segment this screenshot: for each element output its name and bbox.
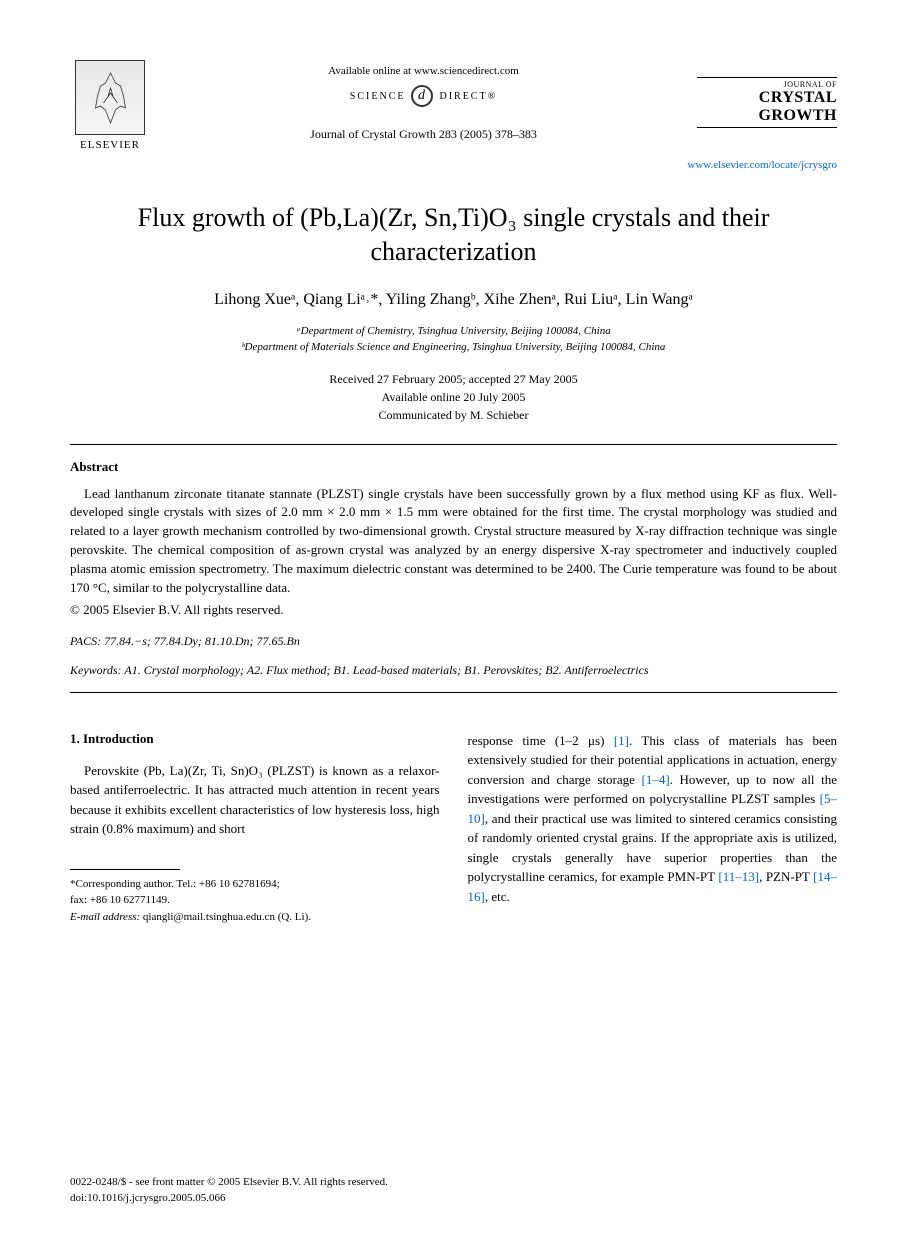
front-matter-line: 0022-0248/$ - see front matter © 2005 El…: [70, 1175, 388, 1190]
sd-left: SCIENCE: [350, 91, 406, 102]
text-chunk: , etc.: [485, 889, 510, 904]
intro-paragraph-left: Perovskite (Pb, La)(Zr, Ti, Sn)O₃ (PLZST…: [70, 761, 440, 839]
right-column: response time (1–2 μs) [1]. This class o…: [468, 731, 838, 926]
text-chunk: , PZN-PT: [759, 869, 813, 884]
ref-link-1[interactable]: [1]: [614, 733, 629, 748]
keywords-line: Keywords: A1. Crystal morphology; A2. Fl…: [70, 663, 837, 678]
elsevier-label: ELSEVIER: [80, 139, 140, 151]
pacs-values: 77.84.−s; 77.84.Dy; 81.10.Dn; 77.65.Bn: [104, 634, 300, 648]
keywords-values: A1. Crystal morphology; A2. Flux method;…: [124, 663, 648, 677]
footnote-divider: [70, 869, 180, 870]
date-communicated: Communicated by M. Schieber: [70, 406, 837, 424]
header-center: Available online at www.sciencedirect.co…: [150, 60, 697, 142]
footnote-email-line: E-mail address: qiangli@mail.tsinghua.ed…: [70, 909, 440, 926]
elsevier-tree-icon: [75, 60, 145, 135]
keywords-label: Keywords:: [70, 663, 122, 677]
sd-symbol-icon: d: [411, 85, 433, 107]
pacs-label: PACS:: [70, 634, 101, 648]
footnote-fax: fax: +86 10 62771149.: [70, 892, 440, 909]
copyright-text: © 2005 Elsevier B.V. All rights reserved…: [70, 602, 837, 618]
abstract-text: Lead lanthanum zirconate titanate stanna…: [70, 485, 837, 598]
two-column-body: 1. Introduction Perovskite (Pb, La)(Zr, …: [70, 731, 837, 926]
pacs-line: PACS: 77.84.−s; 77.84.Dy; 81.10.Dn; 77.6…: [70, 634, 837, 649]
header-row: ELSEVIER Available online at www.science…: [70, 60, 837, 151]
doi-line: doi:10.1016/j.jcrysgro.2005.05.066: [70, 1191, 388, 1206]
date-received: Received 27 February 2005; accepted 27 M…: [70, 370, 837, 388]
sd-right: DIRECT®: [439, 91, 497, 102]
footnote-block: *Corresponding author. Tel.: +86 10 6278…: [70, 876, 440, 926]
section-1-heading: 1. Introduction: [70, 731, 440, 747]
authors-list: Lihong Xueᵃ, Qiang Liᵃ˒*, Yiling Zhangᵇ,…: [70, 291, 837, 309]
article-title: Flux growth of (Pb,La)(Zr, Sn,Ti)O₃ sing…: [70, 201, 837, 269]
elsevier-logo: ELSEVIER: [70, 60, 150, 151]
ref-link-11-13[interactable]: [11–13]: [718, 869, 759, 884]
affiliation-a: ᵃDepartment of Chemistry, Tsinghua Unive…: [70, 323, 837, 340]
bottom-info: 0022-0248/$ - see front matter © 2005 El…: [70, 1175, 388, 1206]
date-online: Available online 20 July 2005: [70, 388, 837, 406]
available-online-text: Available online at www.sciencedirect.co…: [150, 65, 697, 77]
text-chunk: response time (1–2 μs): [468, 733, 614, 748]
affiliations: ᵃDepartment of Chemistry, Tsinghua Unive…: [70, 323, 837, 356]
affiliation-b: ᵇDepartment of Materials Science and Eng…: [70, 339, 837, 356]
divider: [70, 692, 837, 693]
divider: [70, 444, 837, 445]
journal-reference: Journal of Crystal Growth 283 (2005) 378…: [150, 127, 697, 142]
sciencedirect-logo: SCIENCE d DIRECT®: [350, 85, 497, 107]
footnote-email-value: qiangli@mail.tsinghua.edu.cn (Q. Li).: [143, 911, 311, 923]
journal-url-link[interactable]: www.elsevier.com/locate/jcrysgro: [70, 159, 837, 171]
ref-link-1-4[interactable]: [1–4]: [641, 772, 669, 787]
abstract-heading: Abstract: [70, 459, 837, 475]
footnote-corresponding: *Corresponding author. Tel.: +86 10 6278…: [70, 876, 440, 893]
journal-logo-growth: GROWTH: [697, 107, 837, 125]
journal-logo: JOURNAL OF CRYSTAL GROWTH: [697, 60, 837, 130]
journal-logo-crystal: CRYSTAL: [697, 89, 837, 107]
article-dates: Received 27 February 2005; accepted 27 M…: [70, 370, 837, 424]
journal-logo-small: JOURNAL OF: [697, 80, 837, 89]
footnote-email-label: E-mail address:: [70, 911, 140, 923]
intro-paragraph-right: response time (1–2 μs) [1]. This class o…: [468, 731, 838, 907]
left-column: 1. Introduction Perovskite (Pb, La)(Zr, …: [70, 731, 440, 926]
